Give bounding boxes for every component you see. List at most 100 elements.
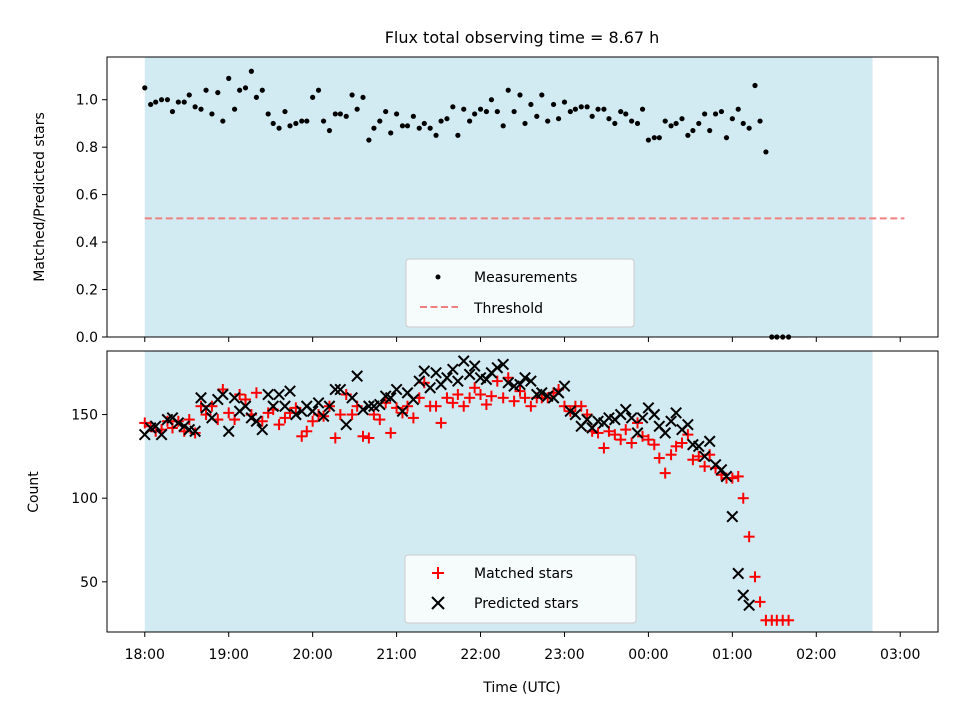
matched-star-point: [223, 407, 235, 419]
predicted-star-point: [720, 470, 733, 483]
measurement-point: [332, 111, 338, 117]
measurement-point: [450, 104, 456, 110]
measurement-point: [467, 118, 473, 124]
measurement-point: [366, 137, 372, 143]
predicted-star-point: [514, 378, 526, 391]
measurement-point: [304, 118, 310, 124]
predicted-star-point: [737, 589, 750, 602]
matched-star-point: [480, 399, 492, 411]
measurement-point: [293, 120, 299, 127]
predicted-star-point: [334, 383, 347, 396]
x-tick-label: 18:00: [125, 647, 165, 663]
measurement-point: [690, 127, 696, 134]
measurement-point: [483, 108, 490, 115]
matched-star-point: [452, 388, 464, 400]
measurement-point: [153, 99, 159, 105]
matched-star-point: [519, 392, 531, 404]
x-tick-label: 19:00: [209, 647, 249, 663]
measurement-point: [662, 118, 668, 124]
measurement-point: [169, 108, 176, 115]
predicted-star-point: [430, 366, 442, 379]
predicted-star-point: [732, 567, 745, 580]
bottom-y-axis-label: Count: [26, 471, 42, 513]
measurement-point: [623, 111, 629, 117]
predicted-star-point: [564, 405, 577, 418]
measurement-point: [175, 99, 181, 105]
measurement-point: [757, 118, 763, 124]
chart-title: Flux total observing time = 8.67 h: [385, 28, 660, 47]
matched-star-point: [626, 437, 638, 449]
matched-star-point: [637, 430, 649, 442]
predicted-star-point: [267, 400, 280, 413]
predicted-star-point: [648, 408, 661, 421]
measurement-point: [673, 120, 679, 127]
x-tick-label: 00:00: [628, 647, 668, 663]
matched-star-point: [273, 419, 285, 431]
matched-star-point: [334, 409, 346, 421]
measurement-point: [461, 106, 467, 112]
measurement-point: [242, 85, 249, 91]
matched-star-point: [256, 415, 268, 427]
predicted-star-point: [149, 420, 162, 433]
matched-star-point: [441, 392, 453, 404]
matched-star-point: [693, 450, 705, 462]
measurement-point: [253, 94, 260, 100]
predicted-star-point: [619, 403, 632, 416]
x-tick-label: 02:00: [796, 647, 836, 663]
bottom-legend: Matched stars Predicted stars: [404, 554, 637, 624]
predicted-star-point: [323, 400, 336, 413]
matched-star-point: [592, 427, 604, 439]
predicted-star-point: [418, 365, 431, 377]
matched-star-point: [508, 395, 520, 407]
x-tick-label: 01:00: [712, 647, 752, 663]
top-y-tick-label: 0.2: [76, 283, 98, 299]
predicted-star-point: [558, 380, 571, 393]
predicted-star-point: [384, 391, 397, 404]
predicted-star-point: [228, 391, 241, 404]
bottom-panel: 50 100 150 18:00 19:00 20:00 21:00 22:00 23:00 0…: [26, 350, 939, 696]
measurement-point: [164, 97, 171, 103]
measurement-point: [404, 123, 411, 129]
measurement-point: [248, 68, 254, 74]
measurement-point: [158, 97, 165, 103]
measurement-point: [259, 87, 265, 93]
predicted-star-point: [636, 411, 649, 424]
predicted-star-point: [312, 396, 325, 409]
predicted-star-point: [256, 423, 269, 436]
measurement-point: [618, 108, 624, 115]
predicted-star-point: [698, 450, 711, 463]
predicted-star-point: [200, 401, 212, 414]
matched-star-point: [665, 449, 677, 461]
measurement-point: [685, 132, 691, 138]
predicted-star-point: [340, 418, 353, 431]
matched-star-point: [542, 392, 554, 404]
predicted-star-point: [172, 417, 185, 429]
measurement-point: [702, 111, 708, 117]
matched-star-point: [430, 400, 442, 412]
matched-star-point: [458, 400, 470, 412]
predicted-star-point: [262, 388, 275, 401]
predicted-star-point: [279, 400, 291, 413]
matched-star-point: [279, 412, 291, 424]
matched-star-point: [687, 454, 699, 466]
top-x-ticks: [144, 337, 901, 342]
bottom-y-axis: 50 100 150: [71, 408, 107, 591]
bottom-x-axis: 18:00 19:00 20:00 21:00 22:00 23:00 00:00 01:00…: [125, 632, 920, 663]
matched-star-point: [642, 434, 654, 446]
predicted-star-point: [396, 405, 409, 418]
measurement-point: [740, 120, 746, 127]
matched-star-point: [754, 596, 766, 608]
bottom-axes-frame: [106, 350, 939, 633]
predicted-star-point: [306, 405, 319, 418]
matched-star-point: [234, 388, 246, 400]
measurement-point: [534, 113, 540, 119]
measurement-point: [651, 135, 657, 141]
predicted-star-point: [362, 400, 375, 413]
measurement-point: [320, 118, 327, 124]
measurement-point: [444, 116, 450, 122]
top-y-tick-label: 0.0: [76, 330, 98, 346]
matched-star-point: [240, 394, 251, 406]
matched-star-point: [374, 414, 386, 426]
measurement-point: [488, 97, 495, 103]
